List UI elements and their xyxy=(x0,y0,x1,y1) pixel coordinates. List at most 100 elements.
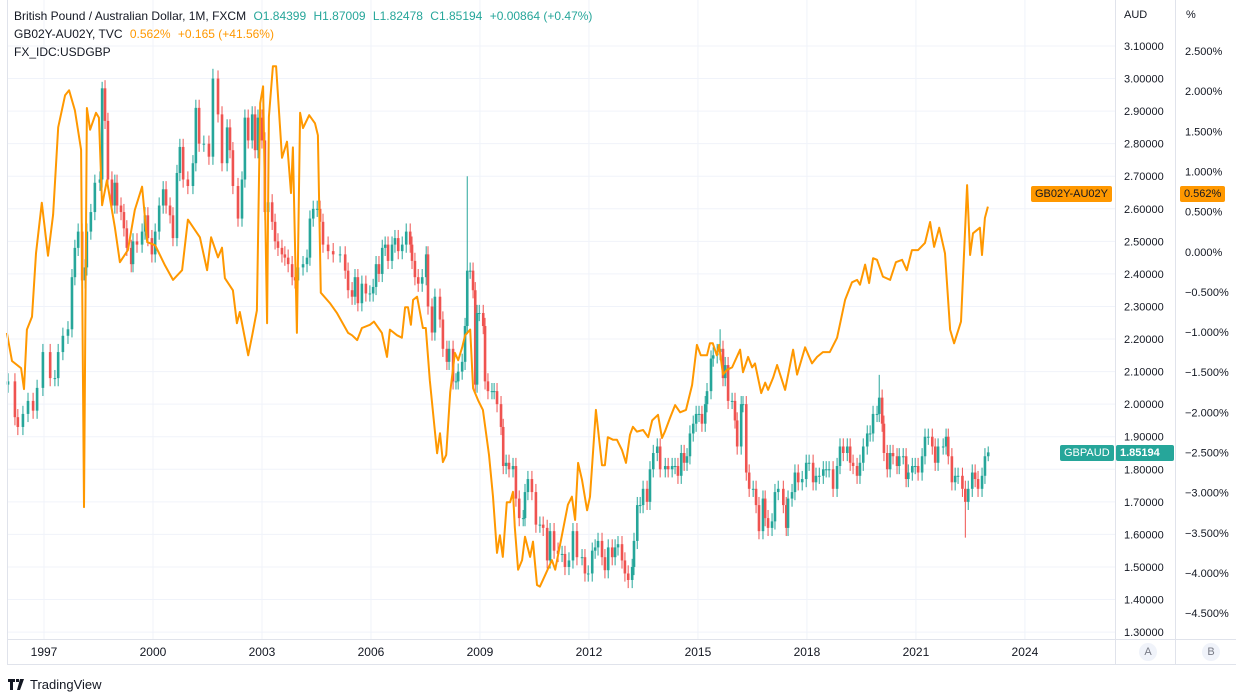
candle xyxy=(410,236,414,270)
candle xyxy=(970,464,974,497)
percent-tick-label: −3.000% xyxy=(1185,488,1229,500)
candle xyxy=(670,457,674,478)
candle-body xyxy=(41,352,45,388)
candle-body xyxy=(580,557,584,559)
candle xyxy=(441,311,445,357)
candle xyxy=(404,223,408,253)
candle-body xyxy=(53,378,57,380)
aud-tick-label: 1.80000 xyxy=(1124,464,1164,476)
candle xyxy=(548,523,552,569)
candle-body xyxy=(861,446,865,463)
candle xyxy=(246,109,250,149)
candle xyxy=(796,464,800,491)
candle-body xyxy=(705,391,709,405)
candle xyxy=(465,176,469,335)
candle-body xyxy=(709,358,713,392)
candle xyxy=(207,135,211,165)
candle xyxy=(700,405,704,432)
candle xyxy=(383,236,387,257)
candle-body xyxy=(575,531,579,558)
candle-body xyxy=(590,550,594,574)
candle-body xyxy=(930,436,934,447)
candle xyxy=(103,80,107,130)
time-axis[interactable]: 1997 2000 2003 2006 2009 2012 2015 2018 2021 2024 xyxy=(31,645,1039,659)
candle-body xyxy=(838,446,842,467)
candle-body xyxy=(848,446,852,463)
candle-body xyxy=(430,306,434,333)
candle xyxy=(901,448,905,465)
candle xyxy=(923,428,927,465)
candle-body xyxy=(48,352,52,379)
candle-body xyxy=(871,413,875,434)
percent-axis[interactable]: 2.500% 2.000% 1.500% 1.000% 0.500% 0.000% −0.5… xyxy=(1185,46,1229,620)
candle xyxy=(424,246,428,286)
b-scale-button[interactable]: B xyxy=(1202,643,1220,661)
candle xyxy=(645,480,649,510)
candle-body xyxy=(757,505,761,532)
candle xyxy=(164,181,168,214)
candle-body xyxy=(89,212,93,232)
candle xyxy=(583,549,587,582)
candle xyxy=(26,392,30,423)
candle-body xyxy=(115,182,119,206)
candle xyxy=(623,552,627,582)
candle-body xyxy=(98,179,102,183)
candle xyxy=(475,304,479,393)
candle-body xyxy=(964,488,967,502)
candle xyxy=(697,405,701,423)
legend-open: O1.84399 xyxy=(253,9,307,23)
candle-body xyxy=(290,264,294,278)
candle xyxy=(882,415,886,462)
candle-body xyxy=(811,462,815,483)
aud-tick-label: 2.20000 xyxy=(1124,334,1164,346)
candle-body xyxy=(638,505,642,507)
candle-body xyxy=(933,446,937,463)
candle xyxy=(726,356,730,410)
candle xyxy=(135,233,139,253)
candle-body xyxy=(236,186,240,219)
candle xyxy=(66,321,70,344)
candle xyxy=(454,373,458,390)
auto-scale-button[interactable]: A xyxy=(1139,643,1157,661)
candle-body xyxy=(630,566,634,580)
aud-axis[interactable]: 3.10000 3.00000 2.90000 2.80000 2.70000 2.600… xyxy=(1124,41,1164,639)
aud-tick-label: 2.30000 xyxy=(1124,301,1164,313)
candle xyxy=(486,373,490,400)
candle xyxy=(495,382,499,413)
candle-body xyxy=(106,120,110,180)
aud-tick-label: 1.30000 xyxy=(1124,627,1164,639)
candle-body xyxy=(191,163,195,187)
candle-body xyxy=(346,270,350,291)
candle xyxy=(790,483,794,507)
legend-main-title: British Pound / Australian Dollar, 1M, F… xyxy=(14,9,247,23)
legend-spread-value: 0.562% xyxy=(129,27,171,41)
candle xyxy=(817,467,821,484)
percent-axis-unit: % xyxy=(1186,9,1196,21)
candle-body xyxy=(970,472,974,489)
candle xyxy=(321,213,325,253)
candle xyxy=(904,448,908,488)
candle xyxy=(225,119,229,172)
legend-change: +0.00864 (+0.47%) xyxy=(489,9,593,23)
candle-body xyxy=(211,78,215,157)
candle-body xyxy=(463,326,467,362)
candle-body xyxy=(567,560,571,567)
candle-body xyxy=(331,251,335,255)
candle xyxy=(171,207,175,247)
candle-body xyxy=(875,413,879,415)
candle xyxy=(70,269,74,338)
candle-body xyxy=(747,472,751,489)
candle xyxy=(784,496,788,537)
candle-body xyxy=(888,453,892,470)
candle xyxy=(256,109,260,159)
candle-body xyxy=(865,433,869,447)
candle xyxy=(632,532,636,576)
time-tick-label: 2000 xyxy=(140,645,167,659)
tradingview-logo[interactable]: TradingView xyxy=(8,677,102,692)
candle xyxy=(641,480,645,514)
candle-body xyxy=(135,241,139,245)
candle-body xyxy=(250,114,254,141)
candle-body xyxy=(517,498,521,519)
candle xyxy=(895,448,899,475)
